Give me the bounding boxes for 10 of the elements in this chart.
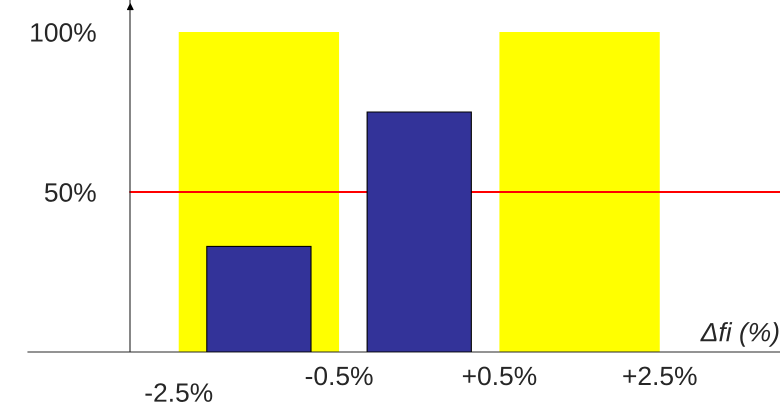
x-axis-title: Δfi (%)	[700, 322, 778, 347]
text: +2.5%	[623, 366, 697, 386]
text: -0.5%	[306, 366, 373, 386]
text: +0.5%	[462, 366, 536, 386]
y-tick-label: 50%	[44, 183, 96, 202]
bar	[366, 111, 472, 352]
bar	[499, 32, 660, 352]
y-tick-label: 100%	[31, 23, 96, 42]
bar	[206, 246, 312, 352]
text: -2.5%	[145, 383, 212, 402]
